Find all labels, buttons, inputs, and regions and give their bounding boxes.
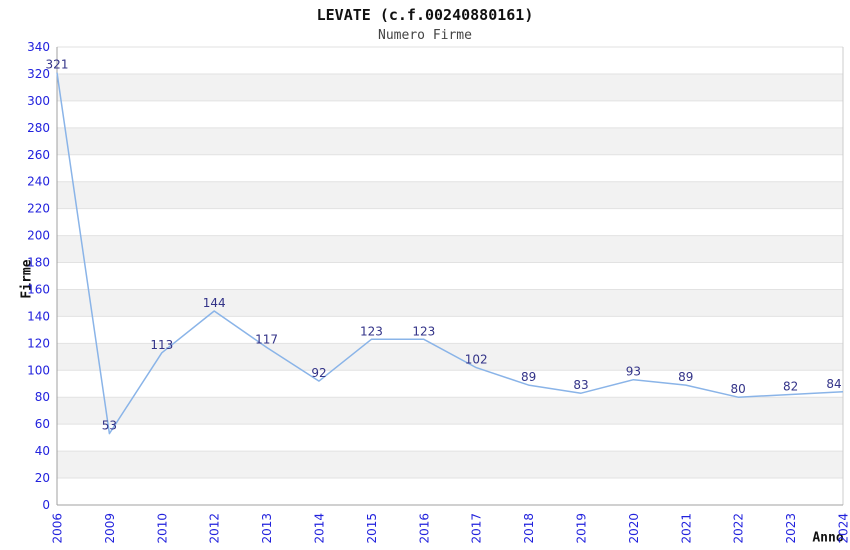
data-label: 82 [783,380,798,394]
y-tick-label: 340 [27,40,50,54]
x-tick-label: 2013 [260,513,274,544]
data-label: 84 [826,377,841,391]
y-tick-label: 160 [27,282,50,296]
x-tick-label: 2020 [627,513,641,544]
data-label: 123 [412,324,435,338]
x-axis-title: Anno [812,530,844,546]
y-tick-label: 100 [27,363,50,377]
data-label: 117 [255,332,278,346]
y-tick-label: 40 [35,444,50,458]
y-tick-label: 280 [27,121,50,135]
y-tick-label: 140 [27,309,50,323]
x-tick-label: 2024 [837,513,850,544]
x-tick-label: 2019 [575,513,589,544]
y-tick-label: 180 [27,256,50,270]
x-tick-label: 2009 [103,513,117,544]
data-label: 123 [360,324,383,338]
y-tick-label: 240 [27,175,50,189]
data-label: 53 [102,419,117,433]
y-tick-label: 320 [27,67,50,81]
plot-band [57,343,843,371]
x-tick-label: 2021 [679,513,693,544]
chart-title: LEVATE (c.f.00240880161) [316,6,534,24]
x-tick-label: 2010 [155,513,169,544]
data-label: 80 [731,382,746,396]
chart-subtitle: Numero Firme [378,28,472,43]
y-tick-label: 80 [35,390,50,404]
x-tick-label: 2012 [208,513,222,544]
x-tick-label: 2006 [51,513,65,544]
data-label: 321 [46,58,69,72]
y-tick-label: 220 [27,202,50,216]
data-label: 89 [678,370,693,384]
plot-band [57,127,843,155]
y-tick-label: 300 [27,94,50,108]
data-label: 92 [311,366,326,380]
y-tick-label: 60 [35,417,50,431]
x-tick-label: 2017 [470,513,484,544]
plot-band [57,73,843,101]
x-tick-label: 2014 [313,513,327,544]
y-tick-label: 20 [35,471,50,485]
y-tick-label: 200 [27,229,50,243]
x-tick-label: 2018 [522,513,536,544]
plot-band [57,289,843,317]
data-label: 113 [150,338,173,352]
x-tick-label: 2016 [417,513,431,544]
data-label: 102 [465,353,488,367]
data-label: 89 [521,370,536,384]
data-label: 93 [626,365,641,379]
x-tick-label: 2022 [732,513,746,544]
x-tick-label: 2015 [365,513,379,544]
plot-band [57,397,843,425]
x-tick-label: 2023 [784,513,798,544]
data-label: 83 [573,378,588,392]
plot-band [57,181,843,209]
plot-band [57,235,843,263]
y-tick-label: 120 [27,336,50,350]
y-tick-label: 0 [42,498,50,512]
y-tick-label: 260 [27,148,50,162]
series-line [56,72,844,435]
data-label: 144 [203,296,226,310]
plot-band [57,451,843,479]
